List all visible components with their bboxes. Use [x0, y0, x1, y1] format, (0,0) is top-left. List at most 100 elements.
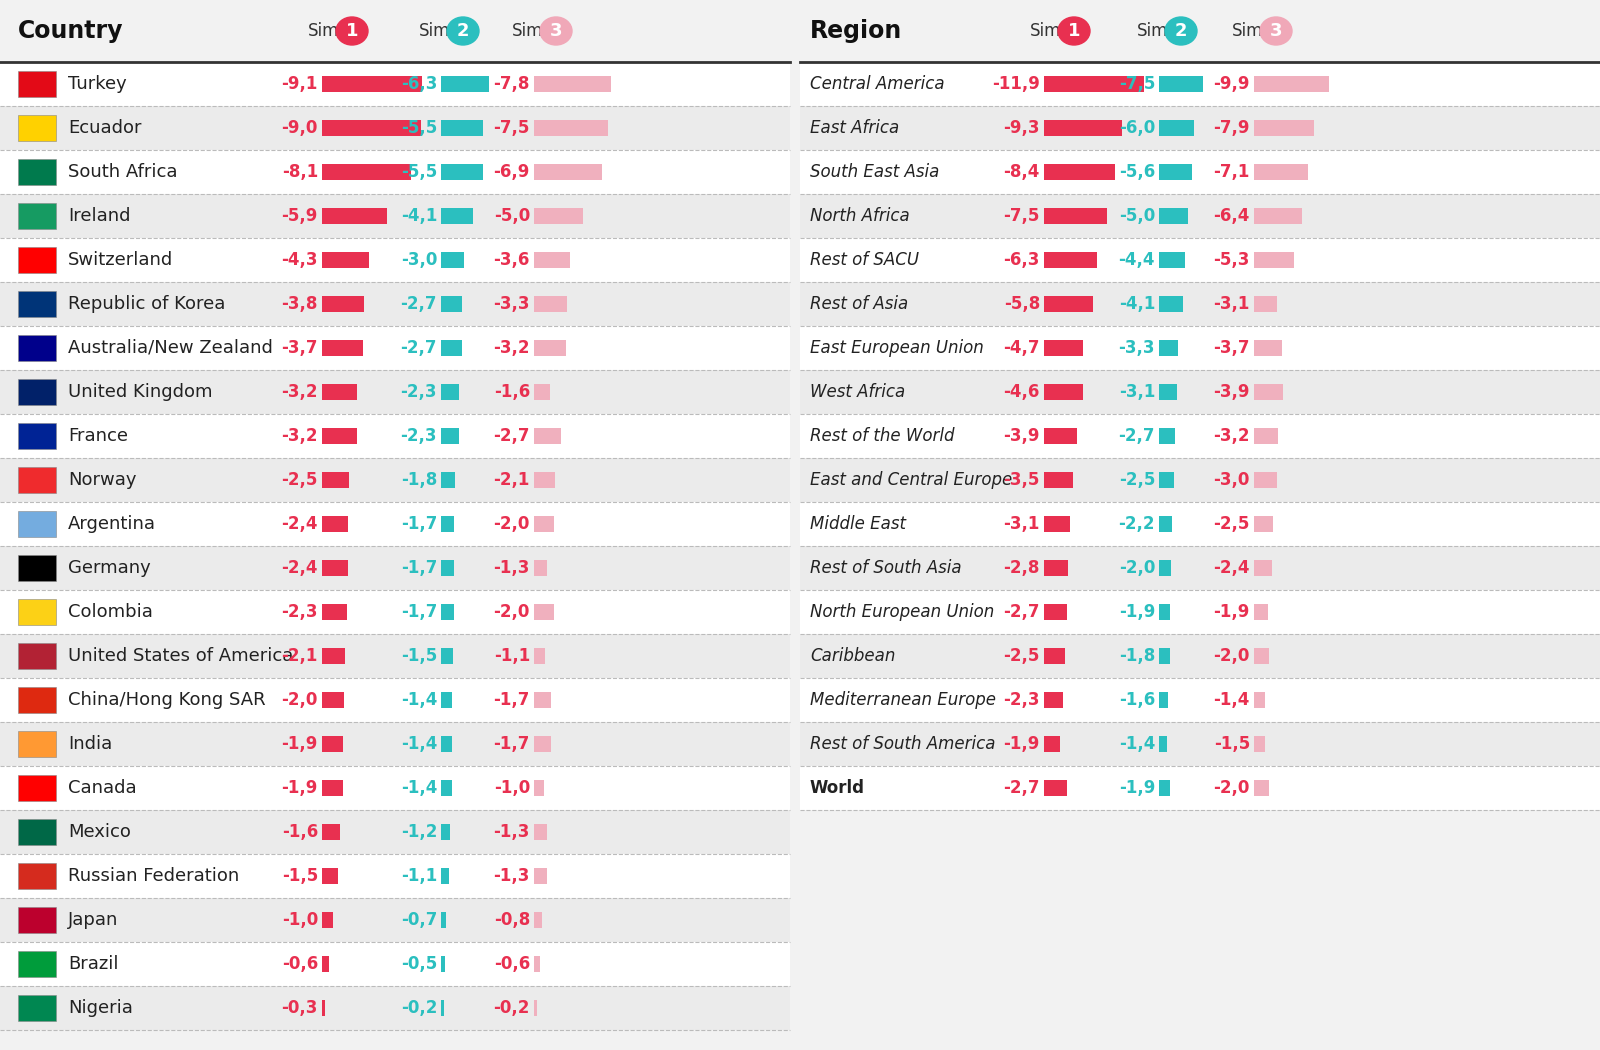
FancyBboxPatch shape: [0, 722, 790, 766]
FancyBboxPatch shape: [1158, 340, 1179, 356]
FancyBboxPatch shape: [442, 76, 490, 92]
Text: -2,0: -2,0: [494, 514, 530, 533]
Text: -3,3: -3,3: [493, 295, 530, 313]
Text: -3,2: -3,2: [1213, 427, 1250, 445]
Text: -2,7: -2,7: [400, 339, 437, 357]
Text: -5,3: -5,3: [1214, 251, 1250, 269]
FancyBboxPatch shape: [18, 731, 56, 757]
FancyBboxPatch shape: [0, 502, 790, 546]
FancyBboxPatch shape: [1254, 252, 1294, 268]
FancyBboxPatch shape: [1254, 208, 1302, 224]
Text: Turkey: Turkey: [67, 75, 126, 93]
FancyBboxPatch shape: [800, 62, 1600, 106]
Text: -7,1: -7,1: [1214, 163, 1250, 181]
FancyBboxPatch shape: [322, 648, 346, 664]
FancyBboxPatch shape: [1158, 120, 1194, 136]
Text: 2: 2: [456, 22, 469, 40]
FancyBboxPatch shape: [1158, 252, 1186, 268]
FancyBboxPatch shape: [1254, 780, 1269, 796]
Text: -6,3: -6,3: [1003, 251, 1040, 269]
Text: -1,2: -1,2: [400, 823, 437, 841]
Text: -7,5: -7,5: [1118, 75, 1155, 93]
FancyBboxPatch shape: [322, 428, 357, 444]
FancyBboxPatch shape: [18, 203, 56, 229]
Text: -1,1: -1,1: [494, 647, 530, 665]
Text: -2,3: -2,3: [400, 383, 437, 401]
FancyBboxPatch shape: [534, 472, 555, 488]
FancyBboxPatch shape: [800, 678, 1600, 722]
FancyBboxPatch shape: [1043, 76, 1144, 92]
Text: -1,0: -1,0: [494, 779, 530, 797]
FancyBboxPatch shape: [1254, 428, 1278, 444]
FancyBboxPatch shape: [322, 208, 387, 224]
Text: -3,9: -3,9: [1213, 383, 1250, 401]
Text: -3,7: -3,7: [1213, 339, 1250, 357]
FancyBboxPatch shape: [800, 458, 1600, 502]
FancyBboxPatch shape: [534, 692, 550, 708]
Text: Japan: Japan: [67, 911, 118, 929]
Text: -1,6: -1,6: [494, 383, 530, 401]
Text: Middle East: Middle East: [810, 514, 906, 533]
FancyBboxPatch shape: [322, 340, 363, 356]
FancyBboxPatch shape: [0, 590, 790, 634]
Text: -1,5: -1,5: [282, 867, 318, 885]
FancyBboxPatch shape: [534, 1000, 536, 1016]
FancyBboxPatch shape: [18, 907, 56, 933]
FancyBboxPatch shape: [1043, 648, 1066, 664]
Text: -1,4: -1,4: [400, 735, 437, 753]
Text: -1,5: -1,5: [400, 647, 437, 665]
Text: -2,7: -2,7: [400, 295, 437, 313]
FancyBboxPatch shape: [322, 1000, 325, 1016]
Text: -6,3: -6,3: [400, 75, 437, 93]
Text: Russian Federation: Russian Federation: [67, 867, 240, 885]
FancyBboxPatch shape: [322, 296, 363, 312]
Text: Ireland: Ireland: [67, 207, 131, 225]
FancyBboxPatch shape: [534, 120, 608, 136]
FancyBboxPatch shape: [322, 120, 421, 136]
FancyBboxPatch shape: [0, 942, 790, 986]
FancyBboxPatch shape: [1158, 692, 1168, 708]
FancyBboxPatch shape: [0, 326, 790, 370]
FancyBboxPatch shape: [322, 956, 328, 972]
FancyBboxPatch shape: [534, 252, 570, 268]
Text: -5,0: -5,0: [494, 207, 530, 225]
FancyBboxPatch shape: [322, 780, 342, 796]
FancyBboxPatch shape: [0, 194, 790, 238]
FancyBboxPatch shape: [800, 150, 1600, 194]
FancyBboxPatch shape: [442, 824, 450, 840]
Text: Norway: Norway: [67, 471, 136, 489]
Text: -4,3: -4,3: [282, 251, 318, 269]
FancyBboxPatch shape: [1158, 560, 1171, 576]
Text: Sim: Sim: [1030, 22, 1062, 40]
Text: -3,8: -3,8: [282, 295, 318, 313]
FancyBboxPatch shape: [1158, 384, 1178, 400]
FancyBboxPatch shape: [0, 546, 790, 590]
FancyBboxPatch shape: [322, 560, 349, 576]
FancyBboxPatch shape: [0, 414, 790, 458]
FancyBboxPatch shape: [18, 159, 56, 185]
Text: -2,1: -2,1: [494, 471, 530, 489]
FancyBboxPatch shape: [442, 560, 454, 576]
FancyBboxPatch shape: [18, 951, 56, 977]
FancyBboxPatch shape: [534, 780, 544, 796]
FancyBboxPatch shape: [442, 384, 459, 400]
FancyBboxPatch shape: [1254, 384, 1283, 400]
FancyBboxPatch shape: [442, 472, 454, 488]
FancyBboxPatch shape: [1158, 296, 1182, 312]
Text: -1,4: -1,4: [1214, 691, 1250, 709]
Text: East Africa: East Africa: [810, 119, 899, 136]
Text: -9,3: -9,3: [1003, 119, 1040, 136]
Text: Mediterranean Europe: Mediterranean Europe: [810, 691, 995, 709]
FancyBboxPatch shape: [800, 590, 1600, 634]
Text: Rest of SACU: Rest of SACU: [810, 251, 918, 269]
Text: -0,6: -0,6: [494, 956, 530, 973]
FancyBboxPatch shape: [442, 956, 445, 972]
Text: 3: 3: [1270, 22, 1282, 40]
Text: Germany: Germany: [67, 559, 150, 578]
Text: India: India: [67, 735, 112, 753]
Text: North Africa: North Africa: [810, 207, 910, 225]
FancyBboxPatch shape: [1254, 296, 1277, 312]
FancyBboxPatch shape: [0, 766, 790, 810]
Text: 1: 1: [346, 22, 358, 40]
FancyBboxPatch shape: [18, 863, 56, 889]
